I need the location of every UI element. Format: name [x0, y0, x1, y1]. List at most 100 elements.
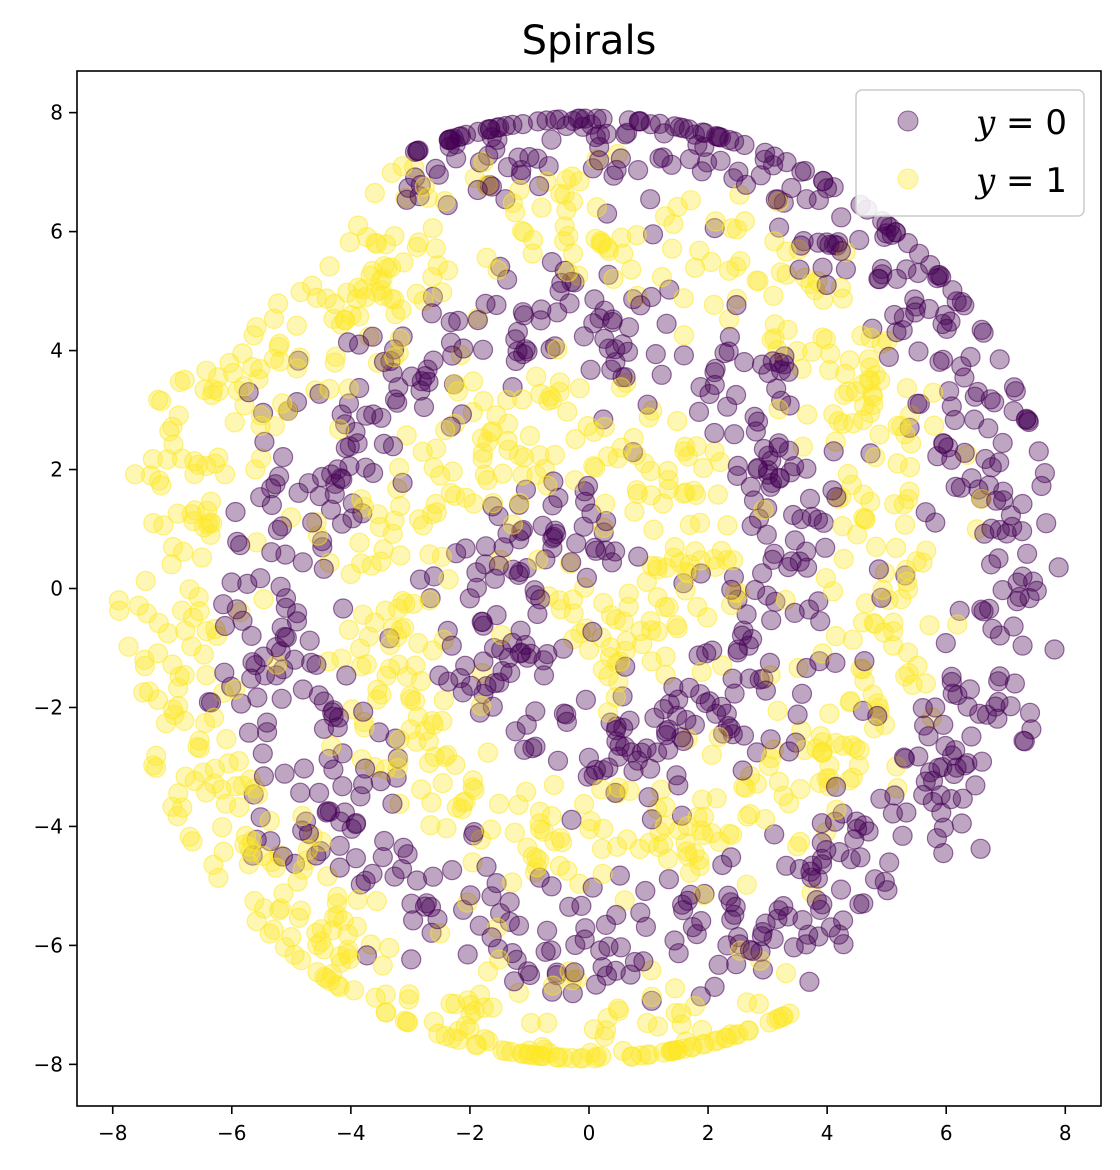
data-point-y1	[862, 684, 883, 705]
data-point-y1	[895, 424, 916, 445]
data-point-y0	[374, 830, 395, 852]
data-point-y1	[894, 514, 916, 535]
data-point-y1	[413, 290, 434, 311]
data-point-y0	[941, 745, 963, 766]
data-point-y0	[808, 189, 830, 211]
data-point-y0	[409, 186, 430, 207]
data-point-y0	[253, 402, 274, 423]
data-point-y1	[561, 1047, 582, 1069]
data-point-y0	[822, 480, 843, 501]
data-point-y0	[443, 128, 464, 149]
data-point-y1	[883, 621, 904, 642]
data-point-y0	[516, 557, 537, 579]
data-point-y1	[259, 810, 280, 831]
data-point-y1	[666, 615, 687, 636]
data-point-y0	[933, 714, 954, 735]
data-point-y0	[349, 377, 370, 399]
data-point-y0	[455, 538, 476, 559]
data-point-y1	[143, 512, 164, 534]
data-point-y1	[822, 581, 844, 602]
data-point-y1	[159, 421, 180, 442]
data-point-y1	[292, 805, 313, 827]
data-point-y0	[750, 941, 771, 962]
y-tick-label: −8	[34, 1052, 63, 1076]
data-point-y0	[868, 559, 890, 580]
data-point-y1	[203, 854, 224, 876]
data-point-y1	[886, 756, 907, 777]
data-point-y1	[398, 989, 419, 1010]
data-point-y0	[241, 668, 262, 689]
data-point-y1	[675, 482, 696, 503]
data-point-y0	[850, 847, 871, 868]
data-point-y0	[266, 636, 287, 658]
data-point-y1	[324, 352, 345, 373]
data-point-y0	[849, 229, 870, 251]
data-point-y1	[549, 855, 571, 877]
data-point-y0	[590, 940, 611, 961]
data-point-y0	[905, 296, 927, 317]
data-point-y1	[538, 390, 559, 411]
data-point-y0	[770, 360, 792, 381]
data-point-y0	[493, 537, 514, 558]
data-point-y1	[693, 885, 714, 906]
data-point-y1	[387, 478, 408, 499]
data-point-y1	[268, 293, 289, 314]
data-point-y1	[501, 1041, 522, 1063]
data-point-y1	[463, 371, 484, 392]
data-point-y1	[168, 405, 189, 426]
data-point-y1	[580, 811, 602, 832]
data-point-y0	[783, 937, 804, 958]
data-point-y1	[478, 1030, 499, 1052]
data-point-y1	[734, 211, 756, 232]
data-point-y1	[753, 499, 774, 521]
data-point-y0	[517, 961, 539, 982]
data-point-y0	[510, 164, 532, 185]
data-point-y0	[941, 666, 962, 687]
data-point-y0	[575, 918, 596, 939]
data-point-y1	[835, 363, 856, 384]
data-point-y0	[739, 668, 760, 689]
data-point-y1	[302, 275, 323, 296]
data-point-y0	[427, 908, 448, 930]
data-point-y0	[392, 472, 413, 493]
data-point-y0	[241, 625, 262, 647]
data-point-y0	[308, 685, 329, 706]
data-point-y1	[381, 257, 402, 278]
data-point-y1	[216, 728, 237, 750]
data-point-y0	[733, 725, 755, 746]
data-point-y1	[895, 666, 916, 687]
data-point-y1	[887, 415, 908, 436]
data-point-y1	[246, 910, 267, 932]
data-point-y0	[457, 944, 478, 965]
data-point-y0	[628, 111, 649, 132]
data-point-y1	[561, 970, 583, 991]
data-point-y0	[781, 551, 802, 572]
data-point-y0	[438, 671, 459, 692]
data-point-y0	[519, 147, 540, 168]
data-point-y0	[944, 409, 965, 431]
data-point-y1	[196, 360, 217, 381]
data-point-y1	[440, 483, 461, 504]
data-point-y0	[603, 165, 624, 186]
data-point-y1	[432, 282, 453, 303]
data-point-y0	[270, 576, 291, 597]
data-point-y0	[594, 328, 615, 349]
data-point-y0	[853, 893, 874, 914]
data-point-y0	[640, 114, 661, 135]
data-point-y1	[425, 238, 446, 259]
data-point-y1	[372, 285, 393, 306]
data-point-y1	[274, 936, 296, 958]
data-point-y0	[466, 577, 487, 598]
data-point-y0	[628, 546, 649, 567]
data-point-y0	[592, 957, 613, 978]
data-point-y1	[899, 481, 920, 502]
data-point-y0	[726, 295, 747, 316]
data-point-y1	[662, 1040, 683, 1062]
data-point-y0	[498, 647, 519, 668]
data-point-y1	[529, 801, 551, 823]
data-point-y0	[411, 371, 432, 392]
data-point-y1	[162, 536, 184, 558]
data-point-y1	[356, 654, 377, 675]
data-point-y0	[971, 751, 993, 772]
data-point-y0	[816, 232, 837, 253]
